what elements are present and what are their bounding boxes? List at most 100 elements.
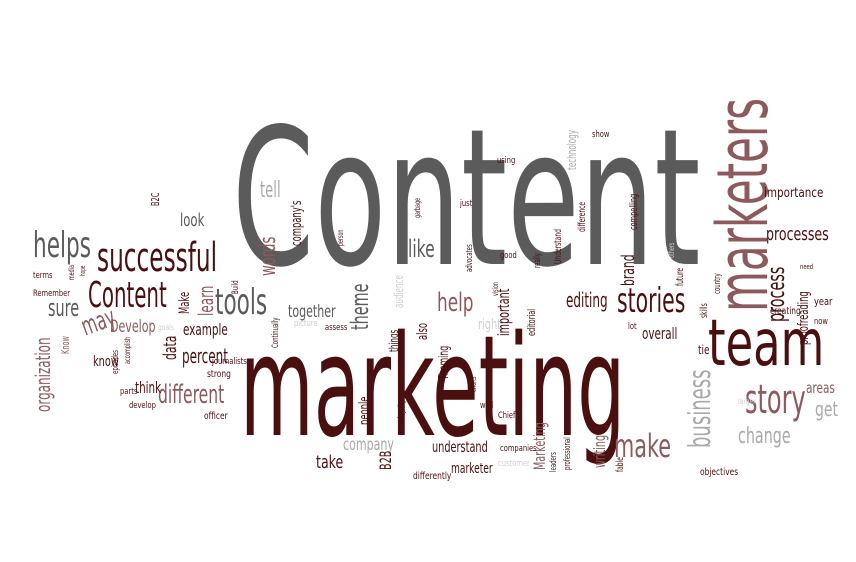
- word-writing: writing: [590, 434, 609, 468]
- word-journalists: journalists: [212, 357, 247, 367]
- word-theme: theme: [346, 283, 374, 330]
- word-get: get: [815, 397, 838, 421]
- word-episodes: episodes: [111, 350, 121, 374]
- word-companys: company's: [289, 200, 305, 246]
- word-others: others: [667, 242, 676, 258]
- word-editing: editing: [566, 288, 608, 312]
- word-differently: differently: [413, 471, 452, 482]
- word-help: help: [437, 288, 474, 318]
- word-develop-cap: Develop: [110, 317, 156, 337]
- word-make-small: Make: [177, 291, 193, 314]
- word-fable: fable: [615, 457, 626, 472]
- word-show: show: [592, 130, 610, 140]
- word-things: things: [387, 329, 401, 352]
- word-example: example: [183, 320, 228, 339]
- word-customer: customer: [498, 459, 530, 469]
- word-terms: terms: [33, 271, 53, 281]
- word-people: people: [357, 396, 373, 425]
- word-really: really: [533, 253, 543, 268]
- word-creating: creating: [770, 306, 801, 317]
- word-future: future: [675, 267, 686, 286]
- word-tell: tell: [260, 178, 281, 203]
- word-make: make: [614, 427, 672, 465]
- word-b2b: B2B: [376, 450, 395, 470]
- word-percent: percent: [182, 344, 228, 368]
- word-areas: areas: [806, 379, 835, 397]
- word-skills: skills: [699, 303, 710, 318]
- word-objectives: objectives: [700, 467, 739, 478]
- word-story: story: [745, 377, 806, 423]
- word-marketer: marketer: [451, 461, 493, 477]
- word-company: company: [343, 435, 394, 455]
- word-difference: difference: [577, 201, 588, 232]
- word-together: together: [288, 302, 336, 322]
- word-hope: hope: [79, 265, 87, 276]
- word-words: words: [256, 236, 281, 276]
- word-right: right: [478, 317, 502, 333]
- word-tools: tools: [215, 282, 268, 323]
- word-media: media: [67, 265, 76, 280]
- word-know: know: [93, 354, 119, 370]
- word-efforts: efforts: [469, 376, 478, 392]
- word-stories: stories: [617, 281, 686, 321]
- word-lot: lot: [628, 322, 637, 332]
- word-audience: audience: [392, 275, 406, 308]
- word-larger: larger: [738, 397, 756, 406]
- word-tie: tie: [698, 343, 710, 357]
- word-understand-small: Understand: [553, 229, 564, 264]
- word-proofreading: proofreading: [796, 291, 812, 345]
- word-change: change: [738, 424, 791, 449]
- word-importance: importance: [764, 186, 824, 201]
- word-brand: brand: [618, 254, 639, 286]
- word-build: Build: [231, 280, 241, 294]
- word-country: country: [713, 273, 723, 294]
- word-think: think: [135, 378, 162, 397]
- word-theming: Theming: [437, 345, 452, 380]
- word-garbage: garbage: [413, 198, 422, 218]
- word-successful: successful: [97, 235, 218, 281]
- word-advocates: advocates: [465, 244, 475, 272]
- word-professional: professional: [563, 437, 573, 470]
- word-using: using: [497, 156, 516, 166]
- word-technology: technology: [565, 130, 579, 170]
- word-continually: Continually: [271, 317, 281, 348]
- word-just: just: [460, 199, 473, 209]
- word-year: year: [814, 295, 833, 308]
- word-take: take: [316, 452, 344, 473]
- word-companies: companies: [500, 444, 537, 454]
- word-chief: Chief: [498, 411, 516, 421]
- word-goals: goals: [158, 323, 174, 332]
- word-business: business: [683, 369, 718, 448]
- word-strong: strong: [207, 369, 231, 380]
- word-need: need: [800, 263, 814, 271]
- word-processes: processes: [766, 224, 829, 245]
- word-leaders: leaders: [549, 452, 559, 472]
- word-good: good: [500, 251, 517, 261]
- word-marketing-big: marketing: [240, 306, 626, 469]
- word-content-big: Content: [232, 88, 701, 309]
- word-sure: sure: [48, 294, 80, 322]
- word-helps: helps: [33, 225, 91, 266]
- word-overall: overall: [642, 324, 678, 343]
- word-compelling: compelling: [627, 193, 640, 230]
- word-organization: organization: [31, 337, 55, 412]
- word-look: look: [180, 210, 205, 231]
- word-also: also: [415, 323, 431, 340]
- word-assess: assess: [325, 323, 348, 333]
- word-well: well: [480, 401, 494, 411]
- word-team: team: [708, 307, 825, 381]
- word-different: different: [158, 380, 225, 410]
- word-picture: picture: [294, 319, 318, 329]
- word-vision: vision: [491, 282, 500, 296]
- word-like: like: [408, 235, 435, 263]
- word-accomplish: accomplish: [123, 336, 132, 364]
- word-now: now: [814, 317, 828, 327]
- word-know-cap: Know: [59, 336, 72, 354]
- word-develop: develop: [129, 401, 156, 411]
- word-loyalty: loyalty: [397, 399, 407, 418]
- word-parts: parts: [120, 387, 138, 397]
- word-content-small: Content: [88, 275, 167, 316]
- word-understand: understand: [432, 438, 488, 456]
- word-data: data: [160, 335, 181, 360]
